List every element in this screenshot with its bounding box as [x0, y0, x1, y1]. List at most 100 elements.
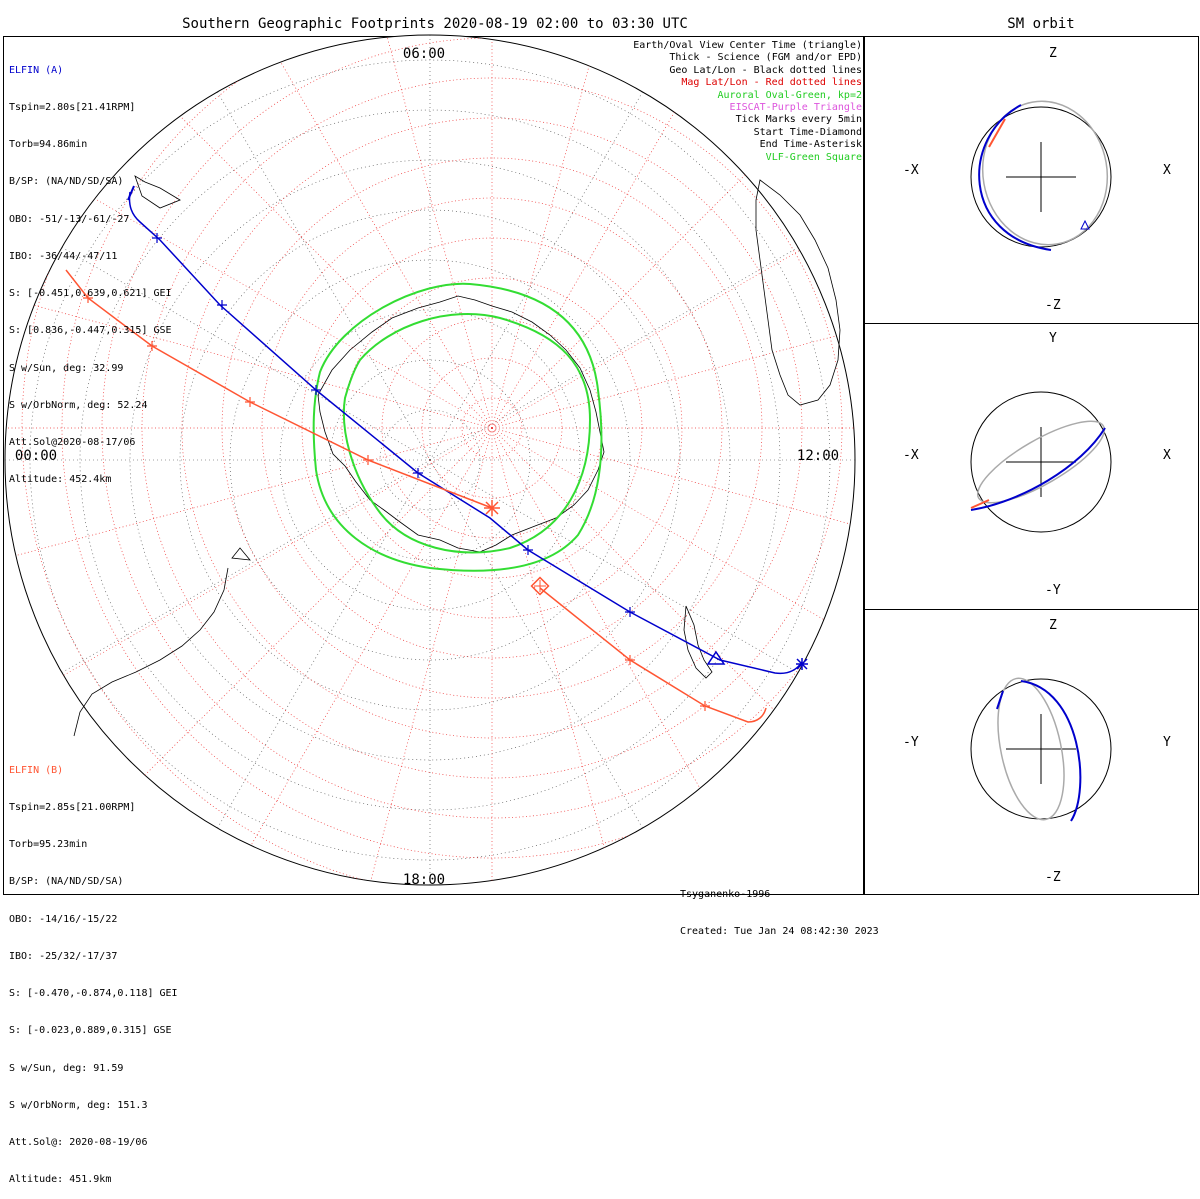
orbit-panels-frame — [864, 36, 1199, 895]
axis-label-bottom: -Y — [1045, 583, 1061, 598]
geo-latitude-ring — [79, 109, 781, 811]
elfin-a-line: Tspin=2.80s[21.41RPM] — [9, 102, 136, 114]
mag-meridian — [491, 427, 855, 796]
geo-meridian — [429, 239, 812, 461]
mag-latitude-ring — [261, 197, 723, 659]
tick-mark — [625, 655, 635, 665]
axis-label-left: -X — [903, 448, 919, 463]
elfin-b-line: S: [-0.023,0.889,0.315] GSE — [9, 1025, 172, 1037]
mag-meridian — [491, 35, 627, 429]
elfin-a-end-asterisk — [796, 658, 808, 670]
elfin-b-info: ELFIN (B) Tspin=2.85s[21.00RPM] Torb=95.… — [9, 740, 178, 1199]
elfin-b-end-asterisk — [484, 500, 500, 516]
tick-mark — [363, 455, 373, 465]
auroral-oval-outer — [312, 282, 603, 572]
geo-grid — [5, 35, 855, 885]
legend-item: VLF-Green Square — [765, 151, 862, 163]
tick-mark — [245, 397, 255, 407]
geo-meridian — [429, 459, 651, 842]
elfin-a-line: Att.Sol@2020-08-17/06 — [9, 437, 136, 448]
mag-meridian — [491, 427, 627, 885]
time-label-left: 00:00 — [15, 448, 57, 464]
tick-mark — [700, 701, 710, 711]
legend-item: Geo Lat/Lon - Black dotted lines — [669, 64, 862, 76]
tick-mark — [523, 545, 533, 555]
geo-meridian — [48, 459, 431, 681]
axis-label-top: Z — [1049, 618, 1057, 633]
legend-item: End Time-Asterisk — [759, 139, 862, 151]
axis-label-top: Y — [1049, 331, 1057, 346]
mag-meridian — [124, 60, 493, 429]
geo-meridian — [429, 78, 651, 461]
elfin-a-line: OBO: -51/-13/-61/-27 — [9, 213, 130, 225]
elfin-b-name: ELFIN (B) — [9, 764, 64, 776]
axis-label-top: Z — [1049, 46, 1057, 61]
earth-circle — [970, 391, 1112, 533]
mag-latitude-ring — [181, 117, 803, 739]
elfin-a-line: Torb=94.86min — [9, 139, 88, 151]
credit-line: Tsyganenko-1996 — [680, 888, 771, 900]
axis-label-bottom: -Z — [1045, 870, 1061, 885]
elfin-a-name: ELFIN (A) — [9, 64, 64, 76]
view-center-triangle — [706, 650, 726, 665]
elfin-b-orbit-segment — [970, 499, 990, 509]
australia-coast — [755, 179, 841, 406]
legend-item: Auroral Oval-Green, kp=2 — [717, 89, 863, 101]
mag-latitude-ring — [341, 277, 643, 579]
mag-meridian — [491, 167, 855, 429]
geo-meridian — [209, 459, 431, 842]
mag-meridian — [491, 427, 855, 563]
auroral-oval-inner — [342, 313, 592, 554]
elfin-b-orbit — [981, 100, 1109, 246]
sm-orbit-panel: Y -Y -X X — [903, 331, 1171, 598]
tick-mark — [152, 233, 162, 243]
axis-label-bottom: -Z — [1045, 298, 1061, 313]
mag-meridian — [491, 60, 855, 429]
south-america-coast — [73, 547, 251, 737]
sm-orbit-panel: Z -Z -X X — [903, 46, 1171, 313]
tick-mark — [147, 341, 157, 351]
legend-item: Mag Lat/Lon - Red dotted lines — [681, 77, 862, 89]
elfin-b-line: B/SP: (NA/ND/SD/SA) — [9, 876, 124, 888]
tick-mark — [413, 468, 423, 478]
mag-meridian — [357, 35, 493, 429]
polar-map — [4, 34, 856, 886]
elfin-b-orbit — [997, 677, 1065, 821]
elfin-b-orbit — [976, 420, 1106, 504]
antarctica-coast — [317, 295, 605, 553]
credit-line: Created: Tue Jan 24 08:42:30 2023 — [680, 926, 879, 938]
elfin-a-line: S: [-0.451,0.639,0.621] GEI — [9, 288, 172, 300]
legend-item: EISCAT-Purple Triangle — [729, 102, 862, 114]
mag-latitude-ring — [461, 397, 523, 459]
mag-meridian — [124, 427, 493, 796]
mag-grid — [5, 35, 855, 885]
geo-meridian — [209, 78, 431, 461]
geo-latitude-ring — [179, 209, 681, 711]
geo-latitude-ring — [379, 409, 481, 511]
elfin-b-line: Att.Sol@: 2020-08-19/06 — [9, 1137, 148, 1148]
footprint-figure: Southern Geographic Footprints 2020-08-1… — [3, 16, 1199, 895]
elfin-b-line: Tspin=2.85s[21.00RPM] — [9, 802, 136, 814]
sm-orbit-panels: Z -Z -X X Y -Y -X X Z -Z -Y Y — [903, 46, 1171, 885]
elfin-b-line: OBO: -14/16/-15/22 — [9, 913, 118, 925]
geo-latitude-ring — [279, 309, 581, 611]
elfin-a-line: S: [0.836,-0.447,0.315] GSE — [9, 325, 172, 337]
legend-item: Tick Marks every 5min — [735, 114, 862, 126]
axis-label-right: X — [1163, 163, 1171, 178]
mag-meridian — [491, 293, 855, 429]
elfin-a-line: B/SP: (NA/ND/SD/SA) — [9, 176, 124, 188]
elfin-a-line: S w/OrbNorm, deg: 52.24 — [9, 399, 148, 411]
elfin-b-line: S: [-0.470,-0.874,0.118] GEI — [9, 988, 178, 1000]
elfin-a-orbit — [978, 104, 1052, 251]
mag-meridian — [41, 427, 493, 689]
sm-orbit-title: SM orbit — [1007, 16, 1074, 32]
sm-orbit-panel: Z -Z -Y Y — [903, 618, 1171, 885]
mag-meridian — [5, 427, 493, 563]
elfin-a-line: Altitude: 452.4km — [9, 474, 112, 486]
elfin-b-orbit-segment — [988, 118, 1006, 148]
elfin-b-line: Torb=95.23min — [9, 839, 88, 851]
axis-label-right: Y — [1163, 735, 1171, 750]
elfin-a-orbit — [970, 427, 1106, 511]
mag-meridian — [5, 293, 493, 429]
figure-title: Southern Geographic Footprints 2020-08-1… — [182, 16, 688, 32]
